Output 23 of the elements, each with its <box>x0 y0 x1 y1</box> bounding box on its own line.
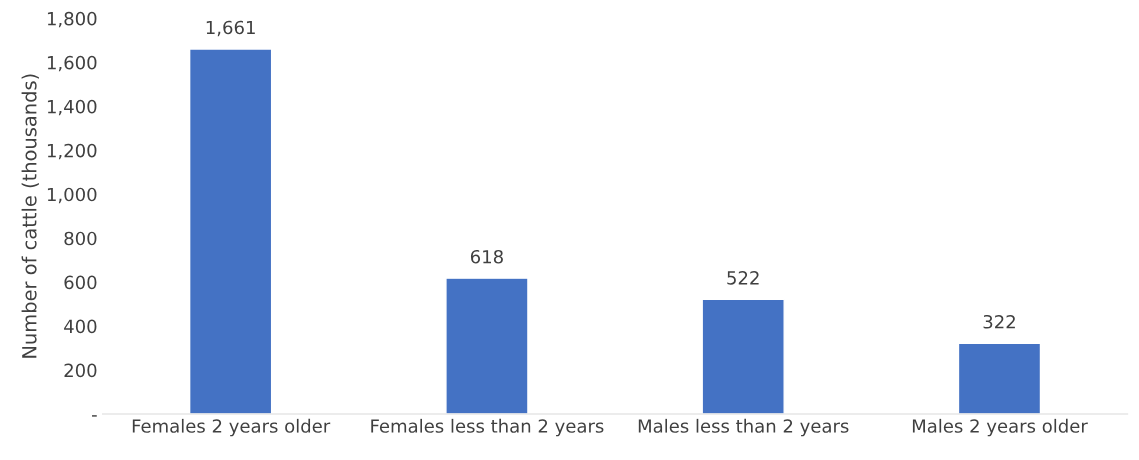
bar <box>957 342 1042 414</box>
data-label: 1,661 <box>206 20 255 37</box>
y-tick-label: 1,800 <box>47 11 97 28</box>
y-tick-label: 400 <box>64 319 97 334</box>
y-tick-label: - <box>92 415 97 417</box>
bar <box>188 48 273 414</box>
y-tick-label: 1,600 <box>47 55 97 72</box>
y-tick-label: 800 <box>64 231 97 246</box>
x-tick-label: Males 2 years older <box>912 418 1088 437</box>
x-tick-label: Males less than 2 years <box>638 418 849 437</box>
x-tick-label: Females less than 2 years <box>371 418 604 437</box>
data-label: 618 <box>470 249 503 264</box>
bar <box>701 298 785 414</box>
data-label: 322 <box>983 314 1015 329</box>
y-tick-label: 600 <box>64 275 97 290</box>
bar <box>445 277 529 414</box>
y-tick-label: 1,200 <box>47 143 97 160</box>
data-label: 522 <box>727 271 759 285</box>
y-axis-title: Number of cattle (thousands) <box>21 74 39 358</box>
y-tick-label: 1,000 <box>47 187 97 204</box>
x-tick-label: Females 2 years older <box>132 418 331 437</box>
y-tick-label: 200 <box>64 363 97 378</box>
y-tick-label: 1,400 <box>47 99 97 116</box>
